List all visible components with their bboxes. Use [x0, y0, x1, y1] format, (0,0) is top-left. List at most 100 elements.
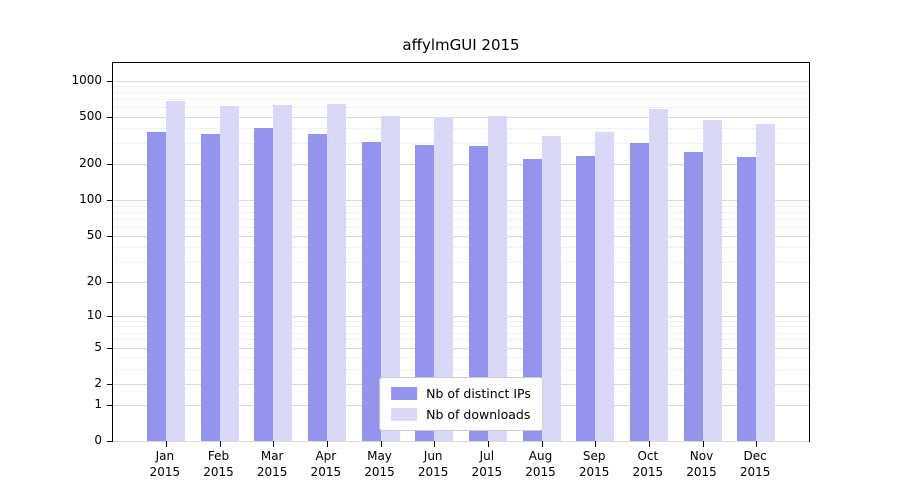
- x-label-year: 2015: [578, 464, 610, 479]
- gridline-major: [113, 315, 809, 317]
- x-axis-labels: Jan 2015 Feb 2015 Mar 2015 Apr 2015 May 2015 Jun 20…: [112, 449, 810, 493]
- x-tick-mark: [648, 441, 650, 447]
- y-tick-mark: [107, 200, 113, 202]
- y-axis-labels: 1000 500 200 100 50 20 10 5 2 1 0: [0, 62, 102, 447]
- x-label-year: 2015: [686, 464, 717, 479]
- x-tick-label-aug: Aug 2015: [525, 449, 556, 480]
- x-label-month: Nov: [689, 449, 714, 463]
- x-label-year: 2015: [471, 464, 503, 479]
- x-label-year: 2015: [149, 464, 181, 479]
- gridline-minor: [113, 247, 809, 249]
- bar-nb-of-distinct-ips-jun: [415, 145, 435, 441]
- gridline-minor: [113, 143, 809, 145]
- gridline-minor: [113, 332, 809, 334]
- x-tick-label-nov: Nov 2015: [686, 449, 717, 480]
- x-label-year: 2015: [632, 464, 664, 479]
- legend: Nb of distinct IPs Nb of downloads: [379, 377, 543, 431]
- bar-nb-of-distinct-ips-jan: [146, 132, 166, 441]
- gridline-minor: [113, 99, 809, 101]
- bar-nb-of-downloads-jan: [165, 101, 185, 441]
- gridline-minor: [113, 107, 809, 109]
- x-tick-mark: [326, 441, 328, 447]
- legend-item-distinct-ips: Nb of distinct IPs: [391, 386, 531, 401]
- gridline-major: [113, 441, 809, 442]
- gridline-minor: [113, 320, 809, 322]
- bar-nb-of-distinct-ips-sep: [576, 155, 596, 441]
- bar-nb-of-distinct-ips-apr: [307, 134, 327, 441]
- x-tick-label-jun: Jun 2015: [418, 449, 449, 480]
- y-tick-label: 20: [86, 274, 102, 289]
- x-label-month: Mar: [260, 449, 284, 463]
- x-label-month: Apr: [315, 449, 337, 463]
- bar-nb-of-distinct-ips-nov: [683, 151, 703, 441]
- x-label-month: Feb: [207, 449, 230, 463]
- gridline-major: [113, 200, 809, 202]
- y-tick-mark: [107, 315, 113, 317]
- bar-nb-of-downloads-nov: [702, 119, 722, 441]
- gridline-minor: [113, 218, 809, 220]
- bar-nb-of-downloads-jun: [434, 116, 454, 441]
- y-tick-label: 1: [94, 396, 102, 411]
- y-tick-label: 200: [79, 156, 102, 171]
- x-label-year: 2015: [203, 464, 234, 479]
- gridline-major: [113, 347, 809, 349]
- gridline-minor: [113, 86, 809, 88]
- bar-nb-of-downloads-mar: [273, 105, 293, 441]
- x-label-month: Jun: [423, 449, 443, 463]
- y-tick-mark: [107, 404, 113, 406]
- bar-nb-of-downloads-may: [380, 115, 400, 441]
- x-label-month: Dec: [743, 449, 767, 463]
- x-tick-label-feb: Feb 2015: [203, 449, 234, 480]
- x-label-year: 2015: [525, 464, 556, 479]
- bar-nb-of-downloads-apr: [326, 104, 346, 441]
- x-tick-label-oct: Oct 2015: [633, 449, 664, 480]
- gridline-major: [113, 80, 809, 82]
- gridline-major: [113, 164, 809, 166]
- y-tick-label: 5: [94, 339, 102, 354]
- y-tick-mark: [107, 116, 113, 118]
- x-tick-mark: [702, 441, 704, 447]
- x-label-year: 2015: [310, 464, 342, 479]
- gridline-major: [113, 116, 809, 118]
- gridline-minor: [113, 326, 809, 328]
- y-tick-mark: [107, 347, 113, 349]
- bar-nb-of-downloads-dec: [756, 123, 776, 441]
- chart-title: affylmGUI 2015: [402, 36, 520, 54]
- bar-nb-of-distinct-ips-oct: [629, 143, 649, 441]
- x-label-month: Jul: [479, 449, 495, 463]
- x-label-month: Jan: [155, 449, 175, 463]
- x-tick-label-may: May 2015: [364, 449, 395, 480]
- x-label-year: 2015: [364, 464, 395, 479]
- x-tick-mark: [756, 441, 758, 447]
- y-tick-label: 500: [79, 108, 102, 123]
- gridline-minor: [113, 357, 809, 359]
- x-tick-mark: [165, 441, 167, 447]
- y-tick-label: 100: [79, 192, 102, 207]
- y-tick-mark: [107, 235, 113, 237]
- bar-nb-of-distinct-ips-dec: [737, 157, 757, 441]
- y-tick-mark: [107, 282, 113, 284]
- y-tick-mark: [107, 80, 113, 82]
- x-tick-label-mar: Mar 2015: [257, 449, 288, 480]
- gridline-minor: [113, 226, 809, 228]
- gridline-minor: [113, 128, 809, 130]
- bar-nb-of-downloads-oct: [648, 109, 668, 441]
- y-tick-label: 50: [86, 227, 102, 242]
- gridline-minor: [113, 339, 809, 341]
- gridline-major: [113, 235, 809, 237]
- x-label-month: Aug: [528, 449, 553, 463]
- bar-nb-of-distinct-ips-aug: [522, 159, 542, 441]
- y-tick-label: 10: [86, 307, 102, 322]
- x-tick-mark: [219, 441, 221, 447]
- y-tick-label: 2: [94, 375, 102, 390]
- gridline-minor: [113, 211, 809, 213]
- bar-nb-of-distinct-ips-may: [361, 142, 381, 441]
- bar-nb-of-downloads-aug: [541, 135, 561, 441]
- x-tick-mark: [380, 441, 382, 447]
- bar-nb-of-downloads-feb: [219, 105, 239, 441]
- x-label-month: Oct: [637, 449, 659, 463]
- bar-nb-of-distinct-ips-mar: [254, 128, 274, 441]
- x-tick-label-jan: Jan 2015: [150, 449, 181, 480]
- y-tick-mark: [107, 383, 113, 385]
